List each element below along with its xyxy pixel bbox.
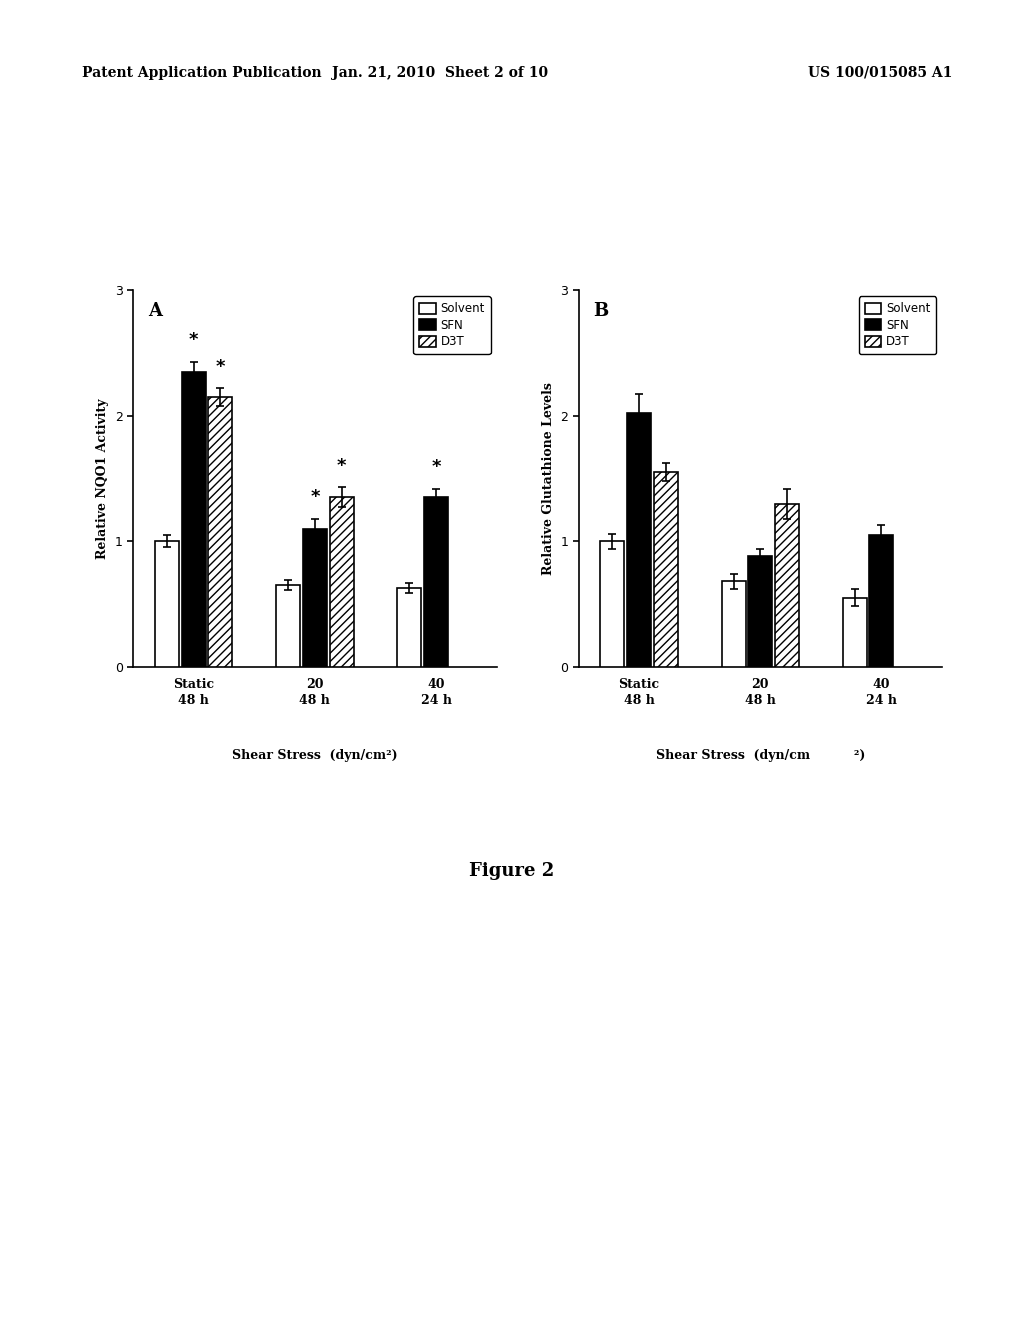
Text: *: * (337, 457, 346, 475)
Bar (155, 541, 179, 667)
Text: 48 h: 48 h (744, 694, 776, 708)
Text: 40: 40 (427, 678, 444, 690)
Text: A: A (147, 302, 162, 319)
Text: 48 h: 48 h (624, 694, 654, 708)
Bar (869, 535, 894, 667)
Text: B: B (593, 302, 608, 319)
Bar (775, 503, 799, 667)
Bar (397, 587, 422, 667)
Bar (749, 556, 772, 667)
Text: 40: 40 (872, 678, 890, 690)
Text: 20: 20 (752, 678, 769, 690)
Legend: Solvent, SFN, D3T: Solvent, SFN, D3T (414, 296, 490, 354)
Text: US 100/015085 A1: US 100/015085 A1 (808, 66, 952, 79)
Text: *: * (310, 488, 319, 506)
Text: 48 h: 48 h (178, 694, 209, 708)
Text: 20: 20 (306, 678, 324, 690)
Bar (303, 528, 327, 667)
Text: *: * (216, 358, 225, 376)
Bar (181, 372, 206, 667)
Bar (627, 413, 651, 667)
Text: Shear Stress  (dyn/cm²): Shear Stress (dyn/cm²) (232, 750, 397, 763)
Text: 48 h: 48 h (299, 694, 331, 708)
Text: *: * (431, 458, 440, 477)
Text: Jan. 21, 2010  Sheet 2 of 10: Jan. 21, 2010 Sheet 2 of 10 (332, 66, 549, 79)
Text: Static: Static (173, 678, 214, 690)
Bar (276, 585, 300, 667)
Text: Static: Static (618, 678, 659, 690)
Text: Patent Application Publication: Patent Application Publication (82, 66, 322, 79)
Bar (843, 598, 867, 667)
Y-axis label: Relative NQO1 Activity: Relative NQO1 Activity (96, 399, 110, 558)
Text: Shear Stress  (dyn/cm          ²): Shear Stress (dyn/cm ²) (655, 750, 865, 763)
Text: 24 h: 24 h (421, 694, 452, 708)
Bar (653, 473, 678, 667)
Text: *: * (189, 331, 199, 350)
Bar (208, 397, 232, 667)
Bar (424, 498, 449, 667)
Bar (722, 581, 745, 667)
Text: 24 h: 24 h (866, 694, 897, 708)
Bar (600, 541, 625, 667)
Y-axis label: Relative Glutathione Levels: Relative Glutathione Levels (542, 381, 555, 576)
Bar (330, 498, 353, 667)
Legend: Solvent, SFN, D3T: Solvent, SFN, D3T (859, 296, 936, 354)
Text: Figure 2: Figure 2 (469, 862, 555, 880)
